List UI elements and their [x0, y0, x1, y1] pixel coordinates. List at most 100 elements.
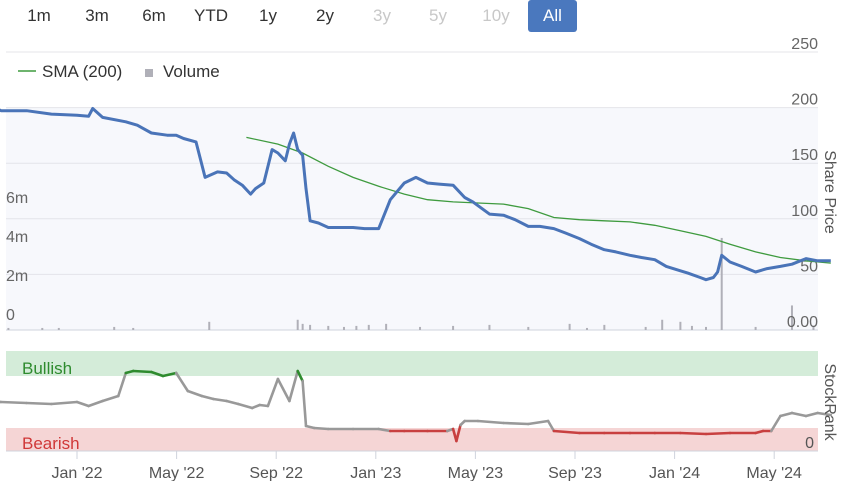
volume-bar: [488, 324, 491, 330]
legend-volume-label[interactable]: Volume: [163, 62, 220, 81]
stockrank-segment: [304, 424, 316, 430]
volume-bar: [7, 327, 10, 330]
stockrank-segment: [117, 371, 128, 398]
volume-bar: [679, 321, 682, 330]
stockrank-segment: [266, 377, 280, 408]
range-button-6m[interactable]: 6m: [142, 6, 166, 25]
sma-200-line: [246, 136, 831, 264]
volume-bar: [296, 319, 299, 330]
range-button-3y: 3y: [373, 6, 391, 25]
volume-bar: [132, 327, 135, 330]
stockrank-segment: [0, 400, 28, 405]
stockrank-segment: [87, 399, 104, 408]
x-tick-label: Jan '24: [649, 465, 700, 481]
volume-bar: [309, 324, 312, 330]
range-button-1y[interactable]: 1y: [259, 6, 277, 25]
stockrank-segment: [288, 369, 300, 403]
price-y-tick-label: 250: [791, 36, 818, 53]
x-tick-label: May '22: [149, 465, 205, 481]
volume-y-tick-label: 0: [6, 307, 15, 324]
x-tick-label: May '24: [746, 465, 802, 481]
legend: SMA (200) Volume: [18, 62, 220, 81]
volume-y-tick-labels: 0 2m 4m 6m: [6, 190, 28, 324]
stockrank-segment: [312, 426, 330, 431]
price-gridlines: [6, 51, 818, 331]
legend-sma-label[interactable]: SMA (200): [42, 62, 122, 81]
volume-bar: [355, 325, 358, 330]
x-tick-label: Jan '22: [51, 465, 102, 481]
volume-y-tick-label: 2m: [6, 268, 28, 285]
volume-bar: [113, 326, 116, 330]
volume-bar: [585, 327, 588, 330]
range-button-2y[interactable]: 2y: [316, 6, 334, 25]
stockrank-segment: [769, 414, 782, 433]
x-tick-label: Sep '22: [249, 465, 303, 481]
volume-bars: [7, 237, 815, 330]
volume-bar: [327, 325, 330, 330]
legend-volume-swatch[interactable]: [145, 69, 153, 77]
stockrank-segment: [552, 429, 581, 435]
stockrank-segment: [276, 377, 291, 403]
share-price-line: [0, 107, 831, 282]
stockrank-segment: [150, 370, 165, 378]
volume-bar: [754, 326, 757, 330]
stockrank-segment: [186, 389, 204, 398]
volume-y-tick-label: 6m: [6, 190, 28, 207]
x-tick-label: Jan '23: [350, 465, 401, 481]
volume-bar: [367, 324, 370, 330]
stockrank-segment: [174, 371, 190, 393]
volume-bar: [568, 323, 571, 330]
range-button-all[interactable]: All: [528, 0, 577, 32]
stockrank-segment: [212, 397, 228, 403]
stockrank-segment: [704, 431, 732, 436]
range-selector: 1m 3m 6m YTD 1y 2y 3y 5y 10y All: [0, 0, 848, 32]
price-panel: 0.00 50 100 150 200 250 0 2m 4m 6m Share Price S…: [0, 36, 838, 331]
stockrank-segment: [476, 419, 505, 425]
volume-bar: [419, 326, 422, 330]
volume-bar: [527, 326, 530, 330]
x-tick-label: Sep '23: [548, 465, 602, 481]
stockrank-segment: [258, 403, 270, 408]
price-y-tick-label: 100: [791, 203, 818, 220]
stockrank-segment: [679, 431, 708, 436]
x-axis: Jan '22 May '22 Sep '22 Jan '23 May '23 Sep '…: [6, 450, 818, 481]
bearish-label: Bearish: [22, 434, 80, 453]
stockrank-segment: [779, 411, 794, 418]
stockrank-segment: [25, 401, 53, 406]
range-button-1m[interactable]: 1m: [27, 6, 51, 25]
volume-bar: [812, 325, 815, 330]
price-y-tick-label: 200: [791, 92, 818, 109]
stockrank-segment: [301, 379, 308, 428]
volume-bar: [208, 321, 211, 330]
bullish-label: Bullish: [22, 359, 72, 378]
price-y-tick-label: 0.00: [787, 314, 818, 331]
share-price-axis-label: Share Price: [821, 150, 838, 234]
x-tick-label: May '23: [448, 465, 504, 481]
price-y-tick-labels: 0.00 50 100 150 200 250: [787, 36, 818, 331]
volume-bar: [790, 305, 793, 330]
volume-bar: [690, 325, 693, 330]
stockrank-segment: [161, 371, 178, 378]
stockrank-segment: [804, 411, 819, 418]
stockrank-segment: [50, 400, 79, 406]
volume-bar: [661, 319, 664, 330]
stockrank-segment: [377, 427, 392, 433]
volume-bar: [603, 324, 606, 330]
stockrank-y-tick-zero: 0: [805, 435, 814, 452]
volume-bar: [41, 327, 44, 330]
volume-bar: [301, 323, 304, 330]
range-button-3m[interactable]: 3m: [85, 6, 109, 25]
stockrank-line: [0, 369, 833, 443]
stockrank-segment: [250, 403, 262, 410]
volume-bar: [342, 326, 345, 330]
stockrank-axis-label: StockRank: [821, 363, 838, 441]
stockrank-segment: [502, 421, 530, 426]
range-button-5y: 5y: [429, 6, 447, 25]
price-y-tick-label: 150: [791, 147, 818, 164]
stockrank-segment: [75, 400, 90, 408]
stockrank-segment: [455, 423, 462, 443]
range-button-ytd[interactable]: YTD: [194, 6, 228, 25]
stockrank-segment: [225, 399, 240, 406]
volume-bar: [705, 326, 708, 330]
